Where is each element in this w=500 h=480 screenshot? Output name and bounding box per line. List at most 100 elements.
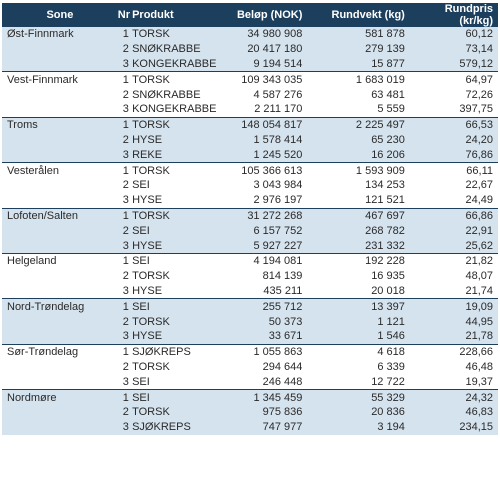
cell-sone: Troms — [2, 116, 118, 133]
cell-sone — [2, 177, 118, 193]
cell-nr: 1 — [117, 27, 131, 42]
cell-sone — [2, 223, 118, 239]
cell-sone: Vest-Finnmark — [2, 71, 118, 88]
cell-rundpris: 73,14 — [409, 41, 498, 57]
cell-sone — [2, 132, 118, 148]
cell-nr: 2 — [117, 359, 131, 375]
cell-rundpris: 24,49 — [409, 192, 498, 209]
cell-nr: 3 — [117, 192, 131, 209]
cell-produkt: REKE — [130, 147, 220, 163]
cell-rundvekt: 1 683 019 — [307, 71, 410, 88]
cell-sone — [2, 238, 118, 254]
table-row: 3 HYSE 5 927 227 231 332 25,62 — [2, 238, 498, 254]
table-row: 3 HYSE 33 671 1 546 21,78 — [2, 328, 498, 345]
cell-produkt: SEI — [130, 374, 220, 390]
cell-belop: 5 927 227 — [219, 238, 308, 254]
cell-belop: 814 139 — [219, 268, 308, 284]
table-row: 2 TORSK 814 139 16 935 48,07 — [2, 268, 498, 284]
cell-rundvekt: 231 332 — [307, 238, 410, 254]
cell-produkt: SEI — [130, 223, 220, 239]
table-row: 2 SNØKRABBE 4 587 276 63 481 72,26 — [2, 87, 498, 102]
cell-belop: 148 054 817 — [219, 116, 308, 133]
header-row: Sone Nr Produkt Beløp (NOK) Rundvekt (kg… — [2, 3, 498, 27]
cell-belop: 2 211 170 — [219, 101, 308, 118]
cell-sone — [2, 374, 118, 390]
cell-produkt: TORSK — [130, 359, 220, 375]
cell-produkt: HYSE — [130, 132, 220, 148]
cell-nr: 3 — [117, 147, 131, 163]
cell-produkt: KONGEKRABBE — [130, 56, 220, 72]
cell-sone: Nordmøre — [2, 389, 118, 405]
cell-produkt: SJØKREPS — [130, 343, 220, 360]
table-row: 3 HYSE 435 211 20 018 21,74 — [2, 283, 498, 299]
table-row: 3 KONGEKRABBE 9 194 514 15 877 579,12 — [2, 56, 498, 72]
cell-nr: 3 — [117, 328, 131, 345]
cell-belop: 4 587 276 — [219, 87, 308, 102]
cell-belop: 1 345 459 — [219, 389, 308, 405]
cell-produkt: HYSE — [130, 328, 220, 345]
cell-rundpris: 72,26 — [409, 87, 498, 102]
table-row: 2 SNØKRABBE 20 417 180 279 139 73,14 — [2, 41, 498, 57]
cell-nr: 2 — [117, 87, 131, 102]
cell-produkt: SEI — [130, 177, 220, 193]
cell-rundvekt: 581 878 — [307, 27, 410, 42]
cell-produkt: HYSE — [130, 192, 220, 209]
cell-rundvekt: 1 593 909 — [307, 162, 410, 178]
cell-rundvekt: 121 521 — [307, 192, 410, 209]
cell-rundvekt: 20 018 — [307, 283, 410, 299]
cell-rundpris: 19,09 — [409, 298, 498, 315]
table-row: 3 SJØKREPS 747 977 3 194 234,15 — [2, 419, 498, 435]
cell-sone — [2, 56, 118, 72]
cell-belop: 1 055 863 — [219, 343, 308, 360]
cell-produkt: TORSK — [130, 71, 220, 88]
cell-nr: 1 — [117, 389, 131, 405]
cell-nr: 3 — [117, 374, 131, 390]
table-row: Øst-Finnmark 1 TORSK 34 980 908 581 878 60,12 — [2, 27, 498, 42]
cell-nr: 3 — [117, 101, 131, 118]
cell-rundvekt: 1 121 — [307, 314, 410, 329]
cell-sone: Lofoten/Salten — [2, 207, 118, 224]
table-row: Helgeland 1 SEI 4 194 081 192 228 21,82 — [2, 252, 498, 269]
table-row: 2 SEI 6 157 752 268 782 22,91 — [2, 223, 498, 239]
cell-rundpris: 66,86 — [409, 207, 498, 224]
header-sone: Sone — [2, 3, 118, 27]
cell-rundpris: 21,78 — [409, 328, 498, 345]
cell-produkt: HYSE — [130, 283, 220, 299]
cell-belop: 747 977 — [219, 419, 308, 435]
cell-nr: 1 — [117, 71, 131, 88]
cell-sone — [2, 404, 118, 420]
table-row: Lofoten/Salten 1 TORSK 31 272 268 467 697 66,… — [2, 207, 498, 224]
cell-produkt: TORSK — [130, 207, 220, 224]
cell-sone: Helgeland — [2, 252, 118, 269]
cell-rundpris: 64,97 — [409, 71, 498, 88]
cell-produkt: HYSE — [130, 238, 220, 254]
header-belop: Beløp (NOK) — [219, 3, 308, 27]
cell-nr: 1 — [117, 252, 131, 269]
cell-rundpris: 44,95 — [409, 314, 498, 329]
table-row: Nord-Trøndelag 1 SEI 255 712 13 397 19,09 — [2, 298, 498, 315]
cell-rundvekt: 13 397 — [307, 298, 410, 315]
cell-sone — [2, 419, 118, 435]
cell-belop: 6 157 752 — [219, 223, 308, 239]
cell-nr: 1 — [117, 207, 131, 224]
table-row: 2 SEI 3 043 984 134 253 22,67 — [2, 177, 498, 193]
cell-sone — [2, 192, 118, 209]
cell-sone — [2, 314, 118, 329]
cell-rundpris: 48,07 — [409, 268, 498, 284]
table-row: Troms 1 TORSK 148 054 817 2 225 497 66,53 — [2, 116, 498, 133]
cell-belop: 2 976 197 — [219, 192, 308, 209]
table-header: Sone Nr Produkt Beløp (NOK) Rundvekt (kg… — [2, 3, 498, 27]
table-row: 2 TORSK 294 644 6 339 46,48 — [2, 359, 498, 375]
cell-rundpris: 22,67 — [409, 177, 498, 193]
cell-nr: 3 — [117, 56, 131, 72]
table-row: 3 REKE 1 245 520 16 206 76,86 — [2, 147, 498, 163]
cell-nr: 2 — [117, 404, 131, 420]
cell-rundvekt: 1 546 — [307, 328, 410, 345]
cell-rundpris: 46,48 — [409, 359, 498, 375]
cell-nr: 3 — [117, 419, 131, 435]
cell-rundvekt: 20 836 — [307, 404, 410, 420]
cell-belop: 50 373 — [219, 314, 308, 329]
cell-rundvekt: 16 935 — [307, 268, 410, 284]
cell-produkt: TORSK — [130, 27, 220, 42]
cell-sone — [2, 41, 118, 57]
